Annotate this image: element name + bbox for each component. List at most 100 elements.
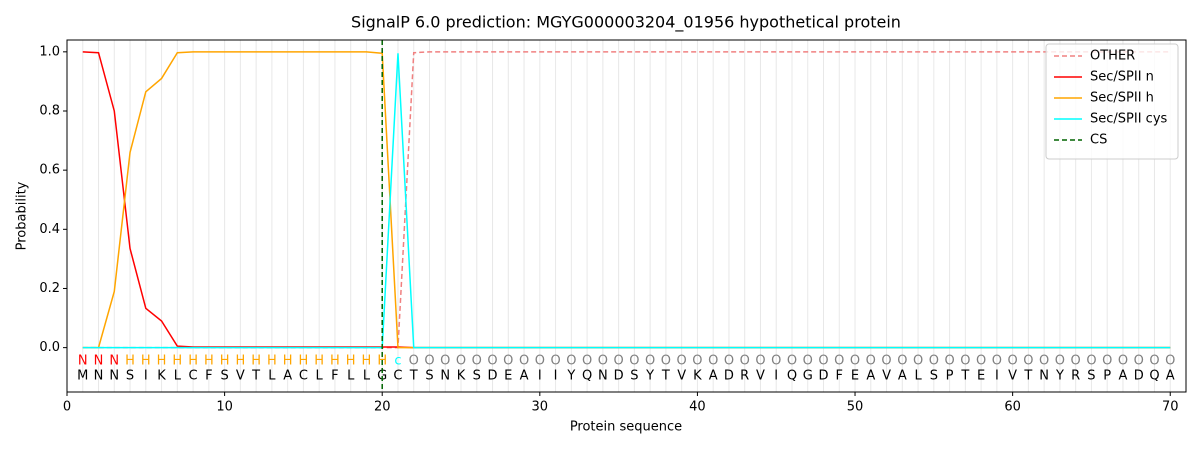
residue: A: [866, 369, 875, 384]
residue: E: [504, 369, 512, 384]
residue: V: [882, 369, 891, 384]
residue: T: [251, 369, 260, 384]
residue: S: [473, 369, 481, 384]
residue: M: [77, 369, 88, 384]
region-label: H: [314, 354, 324, 369]
residue: Y: [1055, 369, 1064, 384]
region-label: O: [661, 354, 671, 369]
residue: Q: [582, 369, 592, 384]
region-label: O: [1023, 354, 1033, 369]
region-label: O: [535, 354, 545, 369]
residue: T: [661, 369, 670, 384]
residue: A: [520, 369, 529, 384]
legend-label: Sec/SPII cys: [1090, 112, 1168, 127]
residue: V: [236, 369, 245, 384]
region-label: O: [755, 354, 765, 369]
x-tick-label: 70: [1162, 400, 1179, 415]
residue: L: [268, 369, 276, 384]
legend-label: Sec/SPII n: [1090, 70, 1154, 85]
residue: S: [630, 369, 638, 384]
region-label: O: [566, 354, 576, 369]
region-label: O: [960, 354, 970, 369]
residue: C: [393, 369, 402, 384]
region-label: H: [283, 354, 293, 369]
residue: N: [1039, 369, 1049, 384]
residue: P: [946, 369, 954, 384]
region-label: O: [787, 354, 797, 369]
region-label: O: [692, 354, 702, 369]
residue: I: [995, 369, 999, 384]
residue: N: [94, 369, 104, 384]
residue: K: [693, 369, 702, 384]
residue: I: [538, 369, 542, 384]
region-label: O: [724, 354, 734, 369]
residue: T: [409, 369, 418, 384]
x-axis-label: Protein sequence: [570, 420, 682, 435]
region-label: O: [897, 354, 907, 369]
region-label: N: [109, 354, 119, 369]
region-label: H: [172, 354, 182, 369]
region-label: c: [394, 354, 401, 369]
residue: G: [803, 369, 813, 384]
residue: F: [836, 369, 843, 384]
residue: Y: [566, 369, 575, 384]
residue: A: [1166, 369, 1175, 384]
residue: D: [818, 369, 828, 384]
region-label: O: [1134, 354, 1144, 369]
residue: L: [363, 369, 371, 384]
region-label: O: [834, 354, 844, 369]
region-label: O: [487, 354, 497, 369]
region-label: O: [1008, 354, 1018, 369]
residue: I: [774, 369, 778, 384]
residue: S: [1087, 369, 1095, 384]
residue: Y: [645, 369, 654, 384]
region-label: O: [913, 354, 923, 369]
region-label: O: [409, 354, 419, 369]
region-label: O: [1118, 354, 1128, 369]
residue: I: [144, 369, 148, 384]
region-label: O: [645, 354, 655, 369]
residue: K: [457, 369, 466, 384]
residue: F: [331, 369, 338, 384]
series-line: [82, 53, 1171, 349]
region-label: O: [992, 354, 1002, 369]
residue: V: [756, 369, 765, 384]
region-label: O: [944, 354, 954, 369]
residue: L: [316, 369, 324, 384]
region-label: N: [78, 354, 88, 369]
region-label: O: [866, 354, 876, 369]
residue: Q: [787, 369, 797, 384]
residue: S: [126, 369, 134, 384]
residue: D: [614, 369, 624, 384]
region-label: N: [94, 354, 104, 369]
region-label: O: [550, 354, 560, 369]
region-label: O: [582, 354, 592, 369]
residue: A: [283, 369, 292, 384]
legend-box: [1045, 43, 1179, 160]
region-label: O: [503, 354, 513, 369]
region-label: O: [424, 354, 434, 369]
region-label: O: [629, 354, 639, 369]
region-label: H: [251, 354, 261, 369]
legend: OTHER Sec/SPII n Sec/SPII h Sec/SPII cys CS: [1045, 43, 1179, 160]
residue: A: [709, 369, 718, 384]
region-label: H: [125, 354, 135, 369]
legend-label: Sec/SPII h: [1090, 91, 1154, 106]
region-label: H: [235, 354, 245, 369]
region-label: O: [1102, 354, 1112, 369]
legend-label: OTHER: [1090, 49, 1135, 64]
region-label: O: [1039, 354, 1049, 369]
residue: T: [1023, 369, 1032, 384]
residue: Q: [1149, 369, 1159, 384]
x-tick-label: 0: [63, 400, 71, 415]
residue: S: [930, 369, 938, 384]
residue: C: [189, 369, 198, 384]
region-label: H: [157, 354, 167, 369]
region-label: H: [330, 354, 340, 369]
residue: C: [299, 369, 308, 384]
residue: V: [1008, 369, 1017, 384]
residue: D: [1134, 369, 1144, 384]
region-label: O: [818, 354, 828, 369]
region-label: O: [1086, 354, 1096, 369]
